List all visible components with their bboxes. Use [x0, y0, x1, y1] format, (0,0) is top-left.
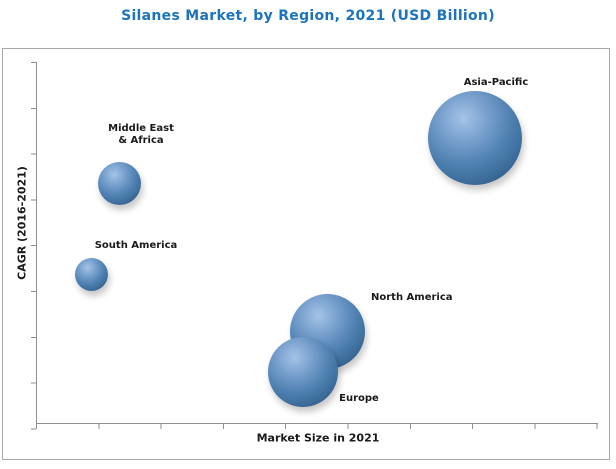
bubble-label-middle-east-africa: Middle East & Africa	[108, 123, 174, 146]
chart-title: Silanes Market, by Region, 2021 (USD Bil…	[121, 8, 495, 24]
bubble-europe	[268, 337, 338, 407]
x-axis-tick-marks	[36, 424, 598, 429]
bubble-south-america	[75, 258, 108, 291]
y-axis-tick-marks	[31, 62, 36, 430]
bubble-label-south-america: South America	[94, 240, 178, 251]
y-axis-title: CAGR (2016-2021)	[15, 166, 29, 280]
x-axis-title: Market Size in 2021	[256, 431, 380, 445]
bubble-label-asia-pacific: Asia-Pacific	[463, 77, 529, 88]
x-axis-line	[36, 423, 598, 424]
y-axis-line	[36, 62, 37, 424]
bubble-label-europe: Europe	[339, 393, 379, 404]
bubble-asia-pacific	[428, 91, 522, 185]
bubble-label-north-america: North America	[371, 292, 453, 303]
bubble-middle-east-africa	[98, 162, 141, 205]
